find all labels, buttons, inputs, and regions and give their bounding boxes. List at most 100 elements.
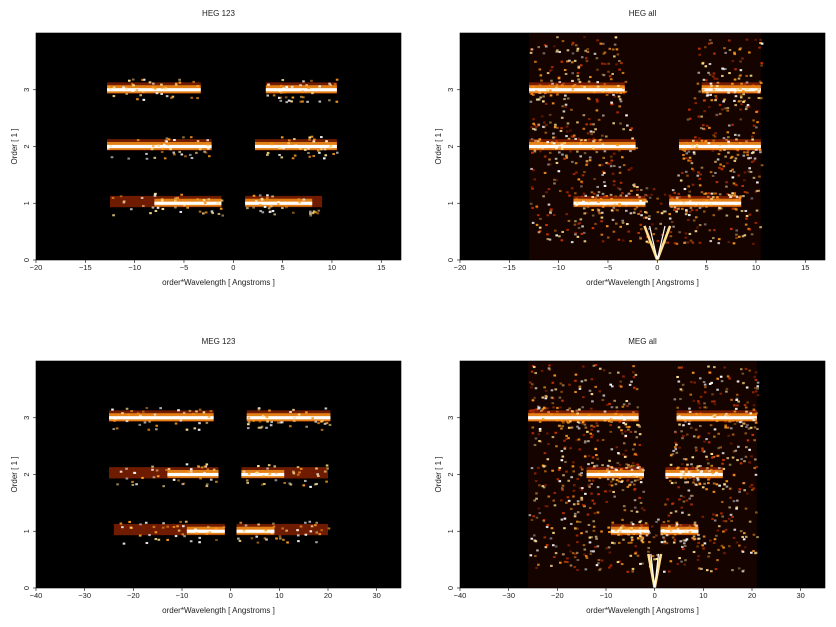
band-pixel — [725, 138, 728, 141]
band-pixel — [684, 477, 687, 480]
speckle — [731, 168, 734, 171]
speckle — [535, 408, 538, 411]
speckle — [551, 402, 555, 405]
band-pixel — [328, 82, 331, 85]
band-pixel — [142, 98, 146, 101]
band-pixel — [536, 140, 540, 143]
band-pixel — [671, 536, 675, 539]
speckle — [577, 137, 581, 140]
speckle — [549, 537, 553, 540]
speckle — [752, 242, 755, 245]
band-pixel — [591, 208, 595, 212]
speckle — [540, 369, 544, 372]
speckle — [734, 207, 737, 210]
speckle — [725, 390, 728, 393]
speckle — [608, 566, 611, 569]
speckle — [596, 511, 600, 514]
speckle — [590, 378, 594, 381]
speckle — [690, 503, 693, 506]
band-pixel — [639, 481, 643, 484]
band-pixel — [692, 474, 695, 477]
speckle — [639, 223, 643, 226]
band-pixel — [617, 84, 620, 87]
speckle — [610, 101, 613, 104]
speckle — [674, 430, 677, 433]
band-pixel — [153, 413, 157, 416]
band-pixel — [582, 207, 586, 210]
speckle — [595, 564, 599, 567]
speckle — [580, 532, 583, 535]
speckle — [602, 52, 606, 55]
speckle — [629, 430, 633, 433]
band-pixel — [663, 531, 667, 534]
x-axis-label: order*Wavelength [ Angstroms ] — [586, 278, 699, 287]
band-pixel — [145, 541, 149, 545]
speckle — [634, 452, 637, 455]
band-core — [241, 472, 285, 477]
band-pixel — [601, 143, 605, 146]
speckle — [532, 515, 536, 518]
band-core — [669, 201, 742, 205]
band-pixel — [196, 198, 200, 201]
speckle — [599, 567, 602, 570]
band-pixel — [538, 138, 542, 141]
speckle — [566, 49, 570, 52]
band-pixel — [207, 416, 211, 419]
band-pixel — [314, 420, 318, 423]
speckle — [535, 223, 539, 226]
speckle — [623, 455, 627, 458]
band-pixel — [693, 152, 696, 155]
band-pixel — [739, 87, 742, 90]
speckle — [676, 406, 680, 409]
band-pixel — [141, 476, 144, 479]
speckle — [580, 380, 584, 383]
speckle — [686, 174, 689, 177]
speckle — [735, 397, 739, 400]
band-pixel — [641, 536, 645, 539]
speckle — [727, 434, 731, 437]
speckle — [612, 122, 615, 125]
speckle — [611, 72, 614, 76]
band-pixel — [631, 464, 634, 467]
band-pixel — [706, 467, 709, 470]
speckle — [618, 166, 622, 169]
speckle — [556, 36, 559, 39]
speckle — [618, 105, 622, 108]
band-pixel — [258, 194, 262, 197]
band-pixel — [254, 199, 258, 202]
speckle — [703, 440, 706, 443]
speckle — [567, 479, 571, 482]
speckle — [596, 545, 600, 548]
speckle — [674, 481, 678, 484]
band-pixel — [734, 202, 738, 206]
band-pixel — [122, 200, 126, 203]
speckle — [576, 235, 580, 238]
band-pixel — [675, 210, 678, 213]
speckle — [554, 388, 558, 391]
speckle — [735, 393, 739, 396]
band-pixel — [641, 537, 645, 540]
speckle — [586, 513, 590, 516]
speckle — [664, 503, 667, 506]
speckle — [573, 512, 577, 515]
band-pixel — [111, 408, 114, 411]
speckle — [631, 462, 635, 465]
speckle — [719, 446, 722, 449]
band-pixel — [131, 89, 135, 92]
speckle — [598, 390, 602, 393]
speckle — [674, 441, 677, 444]
speckle — [531, 432, 535, 435]
speckle — [528, 514, 532, 517]
speckle — [601, 173, 604, 176]
speckle — [616, 53, 620, 56]
band-pixel — [309, 214, 313, 217]
speckle — [539, 217, 542, 220]
band-pixel — [616, 209, 619, 212]
speckle — [742, 538, 746, 541]
speckle — [558, 235, 561, 238]
band-pixel — [296, 529, 299, 532]
speckle — [595, 464, 599, 467]
speckle — [530, 48, 534, 51]
band-pixel — [289, 410, 292, 413]
